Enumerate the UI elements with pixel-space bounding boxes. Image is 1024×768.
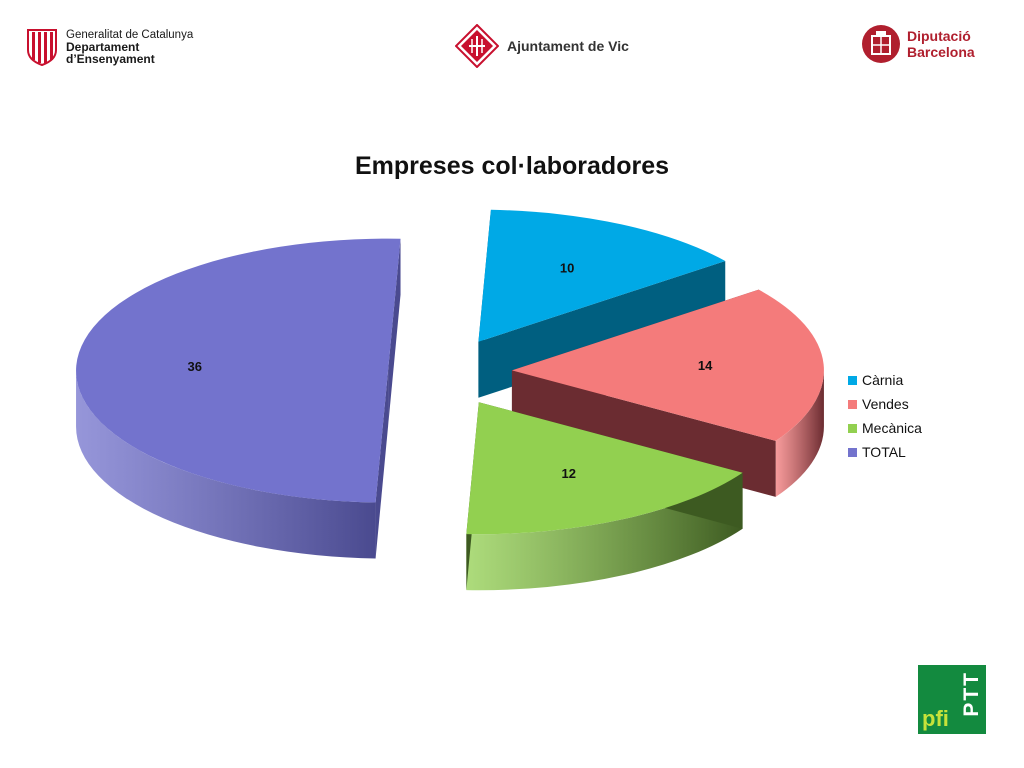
pfi-text: pfi [922,706,949,731]
vic-emblem-icon [455,24,499,68]
legend-item-mecanica: Mecànica [848,416,922,440]
vic-name: Ajuntament de Vic [507,38,629,54]
data-label-total: 36 [188,359,202,374]
legend-item-total: TOTAL [848,440,922,464]
slice-total [76,238,401,559]
ptt-text: PTT [960,671,983,717]
legend-swatch-carnia [848,375,857,385]
slice-top-carnia [478,209,726,342]
legend-item-carnia: Càrnia [848,368,922,392]
legend-label-vendes: Vendes [862,396,909,412]
diputacio-line-2: Barcelona [907,44,975,60]
diputacio-emblem-icon [862,25,900,63]
gencat-line-3: d’Ensenyament [66,52,155,66]
legend-swatch-vendes [848,399,857,409]
slice-side-mecanica [466,472,743,591]
gencat-line-1: Generalitat de Catalunya [66,29,194,41]
slice-mecanica [466,402,743,591]
legend-swatch-mecanica [848,423,857,433]
slice-cut-total-0 [375,370,389,559]
legend-item-vendes: Vendes [848,392,922,416]
chart-title: Empreses col·laboradores [354,152,669,180]
data-label-vendes: 14 [698,358,713,373]
slice-top-total [76,238,401,503]
generalitat-emblem-icon [27,29,57,66]
diputacio-line-1: Diputació [907,28,971,44]
ajuntament-vic-logo: Ajuntament de Vic [455,24,629,68]
slice-top-vendes [511,289,824,441]
pfi-ptt-logo: pfi PTT [918,665,986,734]
legend-swatch-total [848,447,857,457]
slice-top-mecanica [466,402,743,535]
slice-side-total [76,370,376,559]
slice-side-vendes [775,370,824,497]
data-label-mecanica: 12 [562,466,576,481]
generalitat-logo: Generalitat de Catalunya Departament d’E… [26,28,193,66]
diputacio-barcelona-logo: Diputació Barcelona [861,24,975,64]
gencat-line-2: Departament [66,40,140,54]
legend-label-mecanica: Mecànica [862,420,922,436]
slice-cut-total-1 [388,238,401,427]
chart-legend: Càrnia Vendes Mecànica TOTAL [848,368,922,464]
legend-label-total: TOTAL [862,444,906,460]
data-label-carnia: 10 [560,260,574,275]
legend-label-carnia: Càrnia [862,372,904,388]
